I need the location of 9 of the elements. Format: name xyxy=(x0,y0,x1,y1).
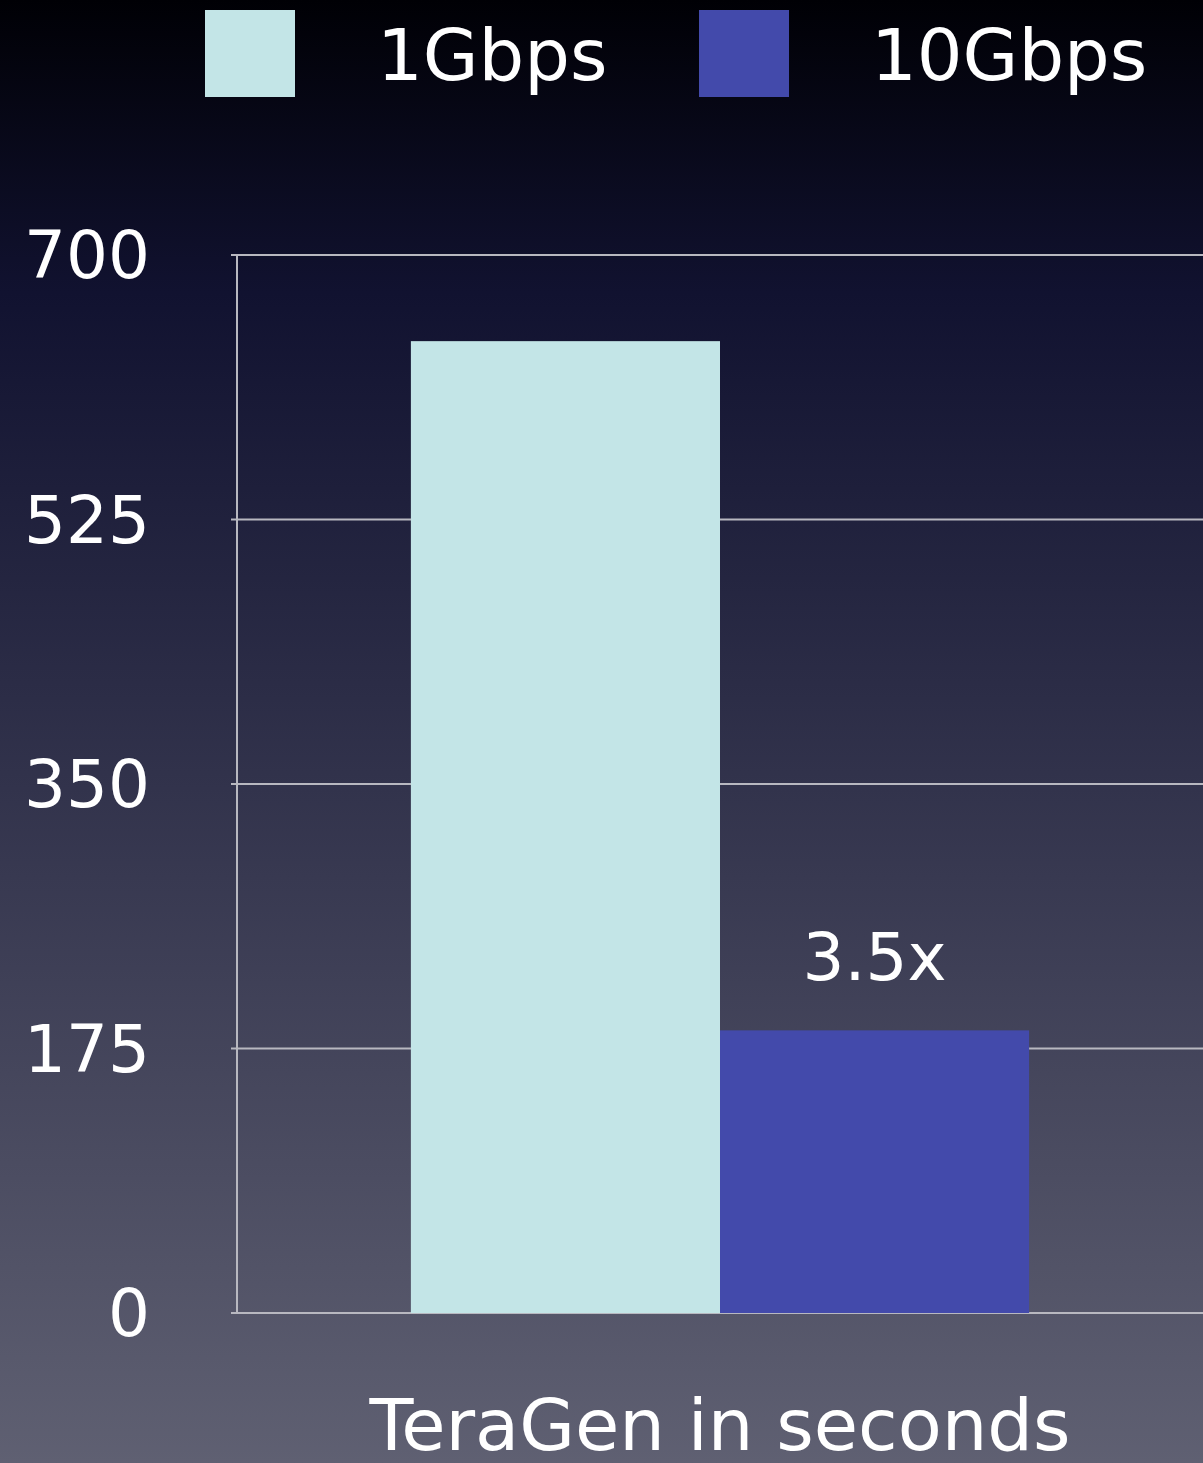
y-tick-label: 350 xyxy=(24,746,150,824)
y-tick-label: 175 xyxy=(24,1010,150,1088)
y-tick-label: 0 xyxy=(108,1275,150,1353)
annotation: 3.5x xyxy=(802,919,947,997)
y-tick-label: 525 xyxy=(24,481,150,559)
legend-label: 10Gbps xyxy=(871,13,1148,97)
x-tick-label: TeraGen in seconds xyxy=(368,1383,1071,1463)
y-tick-label: 700 xyxy=(24,217,150,295)
legend-label: 1Gbps xyxy=(377,13,608,97)
